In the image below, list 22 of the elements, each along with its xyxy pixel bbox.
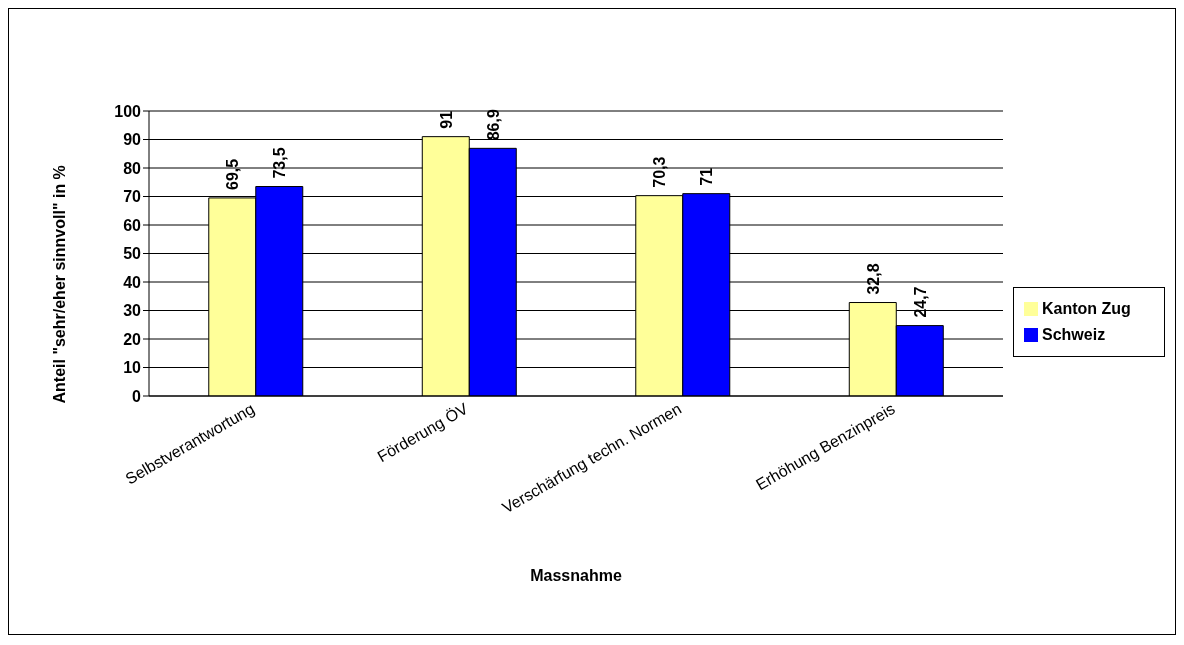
legend-label: Kanton Zug [1042,299,1131,317]
y-tick-label: 70 [123,188,142,206]
y-tick-label: 90 [123,131,142,149]
y-tick-label: 40 [123,273,142,291]
data-label: 71 [698,167,716,186]
data-label: 70,3 [651,156,669,188]
y-tick-label: 20 [123,330,142,348]
y-tick-label: 30 [123,302,142,320]
y-tick-label: 80 [123,159,142,177]
data-label: 69,5 [224,158,242,190]
data-label: 73,5 [271,147,289,179]
x-axis-title: Massnahme [530,567,622,584]
y-tick-label: 0 [132,387,142,405]
data-label: 32,8 [864,263,882,295]
data-label: 91 [437,110,455,129]
y-tick-label: 60 [123,216,142,234]
data-label: 86,9 [484,109,502,141]
y-tick-label: 50 [123,245,142,263]
y-tick-label: 100 [114,102,142,120]
y-axis-title: Anteil "sehr/eher sinnvoll" in % [50,165,68,404]
y-tick-label: 10 [123,359,142,377]
legend-label: Schweiz [1042,325,1106,343]
